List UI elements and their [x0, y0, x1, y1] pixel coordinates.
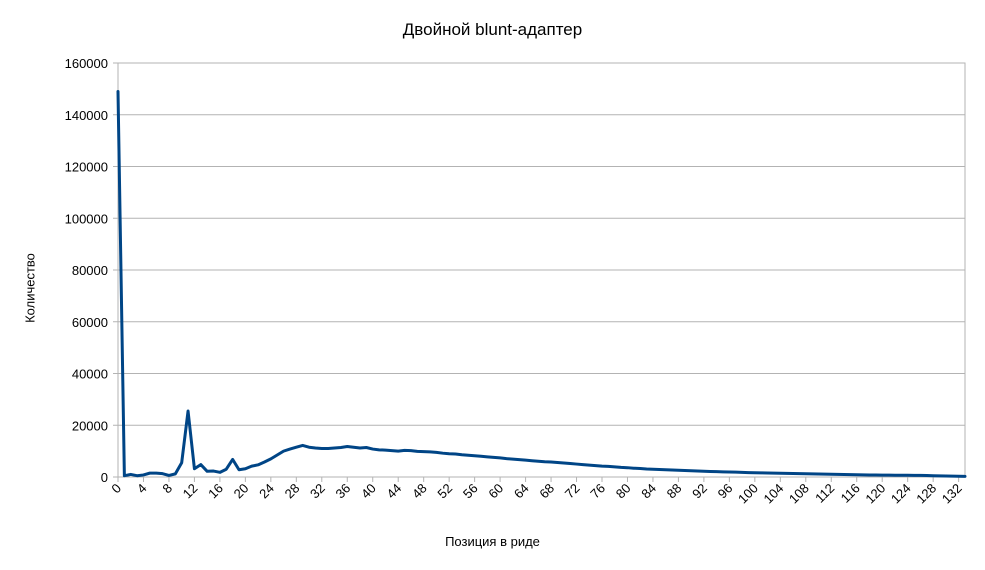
x-tick-label: 28 [282, 481, 303, 502]
x-tick-label: 64 [511, 481, 532, 502]
y-tick-label: 100000 [65, 211, 108, 226]
x-tick-label: 20 [231, 481, 252, 502]
x-tick-label: 80 [613, 481, 634, 502]
x-tick-label: 92 [689, 481, 710, 502]
x-tick-label: 16 [205, 481, 226, 502]
series-line [116, 89, 967, 478]
x-tick-label: 0 [108, 481, 124, 497]
x-tick-label: 112 [812, 481, 837, 506]
x-tick-label: 36 [333, 481, 354, 502]
y-tick-label: 160000 [65, 56, 108, 71]
x-tick-label: 32 [307, 481, 328, 502]
x-tick-label: 72 [562, 481, 583, 502]
y-tick-label: 140000 [65, 108, 108, 123]
x-axis-ticks: 0 4 8 12 16 20 24 28 32 36 40 44 48 52 56 60 64 68 72 76 80 8… [108, 477, 965, 507]
x-tick-label: 100 [735, 481, 761, 507]
y-tick-label: 120000 [65, 160, 108, 175]
x-tick-label: 132 [939, 481, 965, 507]
x-tick-label: 120 [862, 481, 888, 507]
x-tick-label: 96 [715, 481, 736, 502]
x-tick-label: 84 [638, 481, 659, 502]
y-tick-label: 20000 [72, 418, 108, 433]
grid-lines [118, 62, 965, 478]
series-group [116, 89, 967, 478]
x-tick-label: 52 [434, 481, 455, 502]
y-tick-label: 0 [101, 470, 108, 485]
x-tick-label: 116 [838, 481, 863, 506]
x-tick-label: 60 [485, 481, 506, 502]
x-tick-label: 40 [358, 481, 379, 502]
x-tick-label: 104 [760, 481, 786, 507]
x-tick-label: 68 [536, 481, 557, 502]
y-tick-label: 80000 [72, 263, 108, 278]
x-tick-label: 24 [256, 481, 277, 502]
x-tick-label: 4 [134, 481, 150, 497]
x-tick-label: 56 [460, 481, 481, 502]
x-tick-label: 88 [664, 481, 685, 502]
x-tick-label: 8 [159, 481, 175, 497]
x-tick-label: 128 [913, 481, 939, 507]
x-tick-label: 76 [587, 481, 608, 502]
x-tick-label: 124 [888, 481, 914, 507]
x-tick-label: 48 [409, 481, 430, 502]
x-tick-label: 12 [180, 481, 201, 502]
y-axis-ticks: 0 20000 40000 60000 80000 100000 120000 140000 1… [65, 56, 118, 485]
y-tick-label: 60000 [72, 315, 108, 330]
x-axis-label: Позиция в риде [445, 534, 540, 549]
chart-title: Двойной blunt-адаптер [402, 20, 583, 39]
x-tick-label: 44 [383, 481, 404, 502]
y-tick-label: 40000 [72, 367, 108, 382]
x-tick-label: 108 [786, 481, 812, 507]
